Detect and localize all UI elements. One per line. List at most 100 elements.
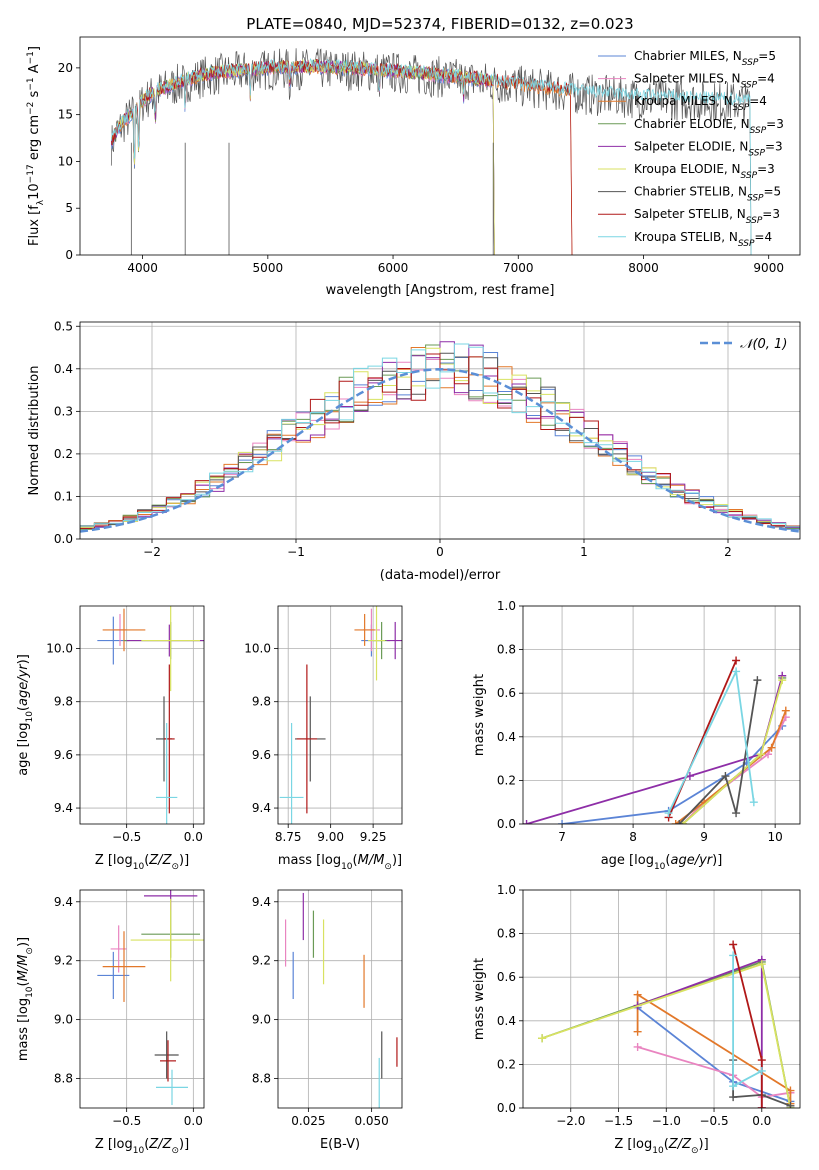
histogram-panel: −2 −1 0 1 2 0.0 0.1 0.2 0.3 0.4 0.5 𝒩(0, 1) (data-mo… bbox=[27, 319, 801, 583]
weight-point bbox=[732, 809, 741, 818]
y-tick-label: 10 bbox=[58, 154, 73, 168]
y-tick-label: 0.3 bbox=[54, 404, 73, 418]
weight-point bbox=[749, 798, 758, 807]
x-tick-label: −2.0 bbox=[556, 1114, 585, 1128]
weight-point bbox=[523, 820, 531, 824]
y-tick-label: 1.0 bbox=[497, 599, 516, 613]
weight-age-marks bbox=[523, 656, 790, 824]
figure-title: PLATE=0840, MJD=52374, FIBERID=0132, z=0… bbox=[246, 15, 633, 33]
x-tick-label: −0.5 bbox=[112, 1114, 141, 1128]
y-tick-label: 0.8 bbox=[497, 643, 516, 657]
x-axis-label: Z [log10(Z/Z⊙)] bbox=[95, 853, 189, 872]
age-Z-marks bbox=[97, 606, 204, 824]
x-axis-label: wavelength [Angstrom, rest frame] bbox=[326, 283, 555, 298]
y-tick-label: 20 bbox=[58, 61, 73, 75]
normal-curve bbox=[80, 368, 800, 533]
y-tick-label: 10.0 bbox=[46, 642, 73, 656]
histogram-step bbox=[80, 353, 800, 532]
weight-point bbox=[671, 820, 680, 824]
y-tick-label: 9.8 bbox=[252, 695, 271, 709]
age-mass-panel: 8.75 9.00 9.25 9.4 9.6 9.8 10.0 mass [log10(M/M… bbox=[244, 605, 403, 872]
weight-line bbox=[636, 992, 792, 1104]
axes-frame bbox=[277, 605, 403, 825]
x-tick-label: −0.5 bbox=[699, 1114, 728, 1128]
weight-line bbox=[667, 660, 737, 818]
x-tick-label: 9 bbox=[700, 830, 708, 844]
x-tick-label: 8.75 bbox=[275, 830, 302, 844]
x-tick-label: 7000 bbox=[503, 261, 534, 275]
y-tick-label: 9.2 bbox=[54, 954, 73, 968]
y-axis-label: Flux [fλ10−17 erg cm−2 s−1 A−1] bbox=[26, 46, 46, 246]
weight-point bbox=[633, 990, 642, 999]
y-tick-label: 0.8 bbox=[497, 927, 516, 941]
x-tick-label: 8000 bbox=[628, 261, 659, 275]
x-tick-label: 7 bbox=[558, 830, 566, 844]
x-tick-label: 0.0 bbox=[184, 830, 203, 844]
weight-point bbox=[729, 1082, 738, 1091]
y-tick-label: 0.0 bbox=[497, 817, 516, 831]
x-tick-label: 0.050 bbox=[354, 1114, 388, 1128]
y-tick-label: 9.4 bbox=[252, 801, 271, 815]
mass-Z-panel: −0.5 0.0 8.8 9.0 9.2 9.4 Z [log10(Z/Z⊙)] mass [… bbox=[16, 889, 205, 1156]
x-axis-label: Z [log10(Z/Z⊙)] bbox=[95, 1137, 189, 1156]
weight-point bbox=[633, 1042, 642, 1051]
legend-label: Kroupa MILES, NSSP=4 bbox=[634, 94, 767, 113]
y-tick-label: 0.6 bbox=[497, 970, 516, 984]
y-tick-label: 9.4 bbox=[54, 801, 73, 815]
y-tick-label: 0.0 bbox=[54, 532, 73, 546]
y-tick-label: 9.0 bbox=[54, 1013, 73, 1027]
spectrum-line bbox=[110, 48, 752, 255]
x-tick-label: 1 bbox=[580, 545, 588, 559]
x-tick-label: 0 bbox=[436, 545, 444, 559]
y-tick-label: 10.0 bbox=[244, 642, 271, 656]
legend: Chabrier MILES, NSSP=5 Salpeter MILES, NS… bbox=[598, 49, 784, 249]
mass-ebv-marks bbox=[284, 892, 398, 1108]
y-axis-label: mass weight bbox=[472, 958, 487, 1040]
weight-point bbox=[732, 667, 741, 676]
y-tick-label: 15 bbox=[58, 108, 73, 122]
weight-point bbox=[757, 1056, 766, 1065]
y-axis-label: Normed distribution bbox=[27, 366, 42, 496]
x-tick-label: −2 bbox=[143, 545, 161, 559]
x-axis-label: mass [log10(M/M⊙)] bbox=[278, 853, 402, 872]
x-tick-label: −1.0 bbox=[652, 1114, 681, 1128]
weight-point bbox=[729, 1093, 738, 1102]
y-tick-label: 8.8 bbox=[54, 1072, 73, 1086]
weight-point bbox=[538, 1034, 547, 1043]
y-axis-label: age [log10(age/yr)] bbox=[16, 654, 35, 776]
weight-point bbox=[767, 743, 776, 752]
legend-label: Salpeter ELODIE, NSSP=3 bbox=[634, 139, 783, 158]
y-tick-label: 0.4 bbox=[497, 730, 516, 744]
y-tick-label: 0.1 bbox=[54, 489, 73, 503]
spectrum-line bbox=[110, 59, 495, 255]
axes-frame bbox=[522, 605, 801, 825]
weight-age-panel: 7 8 9 10 0.0 0.2 0.4 0.6 0.8 1.0 age [log10(age/yr… bbox=[472, 599, 801, 872]
weight-point bbox=[756, 750, 765, 759]
mass-Z-marks bbox=[97, 890, 204, 1106]
x-tick-label: 2 bbox=[724, 545, 732, 559]
spectrum-panel: 4000 5000 6000 7000 8000 9000 0 5 10 15 20 waveleng… bbox=[26, 36, 801, 298]
x-tick-label: 9000 bbox=[753, 261, 784, 275]
weight-Z-marks bbox=[538, 940, 795, 1108]
y-tick-label: 0 bbox=[65, 248, 73, 262]
weight-point bbox=[721, 772, 730, 781]
legend-label: Chabrier ELODIE, NSSP=3 bbox=[634, 117, 784, 136]
y-tick-label: 0.2 bbox=[497, 1057, 516, 1071]
age-Z-panel: −0.5 0.0 9.4 9.6 9.8 10.0 Z [log10(Z/Z⊙)] age [… bbox=[16, 605, 205, 872]
y-tick-label: 0.5 bbox=[54, 319, 73, 333]
y-axis-label: mass weight bbox=[472, 674, 487, 756]
weight-point bbox=[633, 1027, 642, 1036]
x-tick-label: 4000 bbox=[127, 261, 158, 275]
weight-point bbox=[757, 1104, 766, 1108]
axes-frame bbox=[277, 889, 403, 1109]
x-tick-label: −1.5 bbox=[604, 1114, 633, 1128]
legend-label: Chabrier STELIB, NSSP=5 bbox=[634, 185, 781, 204]
legend-label: Chabrier MILES, NSSP=5 bbox=[634, 49, 776, 68]
x-axis-label: Z [log10(Z/Z⊙)] bbox=[614, 1137, 708, 1156]
x-tick-label: 5000 bbox=[253, 261, 284, 275]
spectrum-line bbox=[110, 57, 752, 255]
weight-point bbox=[778, 676, 787, 685]
y-tick-label: 9.6 bbox=[54, 748, 73, 762]
weight-point bbox=[753, 676, 762, 685]
